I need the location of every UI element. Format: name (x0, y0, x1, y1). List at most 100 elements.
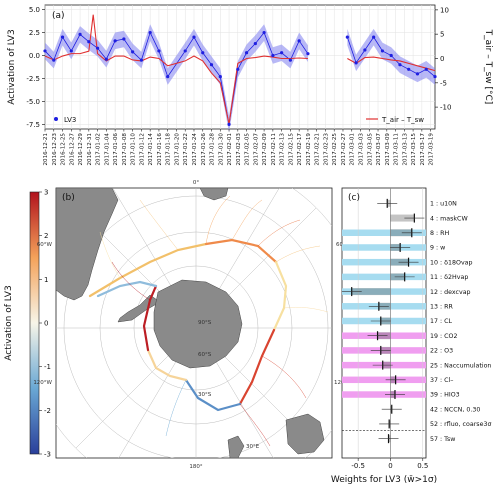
colorbar-tick-label-0: -3 (44, 451, 51, 459)
highlight-row-12 (342, 376, 426, 384)
panel-c-x-ticks: -0.5 0 0.5 (351, 458, 428, 470)
category-label-12: 37 : Cl– (430, 377, 453, 384)
colorbar-tick-label-2: -1 (44, 363, 51, 371)
highlight-row-13 (342, 391, 426, 398)
lv3-point (139, 58, 144, 62)
xtick-label-38: 2017-03-07 (376, 133, 382, 166)
panel-c-grid (342, 188, 426, 458)
panel-a-x-ticks: 2016-12-21 2016-12-23 2016-12-25 2016-12-27… (43, 129, 435, 166)
xtick-label-1: 2016-12-23 (52, 133, 58, 166)
category-label-14: 42 : NCCN, 0.30 (430, 406, 480, 413)
lat-label-30s: 30°S (198, 392, 212, 398)
category-label-3: 9 : w (430, 245, 445, 252)
xtick-label-35: 2017-03-01 (350, 133, 356, 166)
colorbar-ticks: -3 -2 -1 0 1 2 3 (39, 189, 51, 459)
category-label-0: 1 : u10N (430, 201, 457, 208)
xtick-label-26: 2017-02-11 (271, 133, 277, 166)
tdiff-seg-1 (347, 56, 436, 72)
y2tick-label-2: 0 (440, 55, 444, 63)
lon-label-0: 0° (193, 180, 199, 186)
xtick-label-32: 2017-02-23 (323, 133, 329, 166)
xtick-label-44: 2017-03-19 (429, 133, 435, 166)
ship-track (88, 238, 288, 412)
xtick-label-14: 2017-01-18 (166, 133, 172, 166)
lv3-band-seg-0 (45, 24, 308, 133)
pc-xtick-label-1: 0 (388, 462, 392, 470)
xtick-label-3: 2016-12-27 (69, 133, 75, 166)
y2tick-label-0: -10 (440, 104, 451, 112)
panel-c-xlabel: Weights for LV3 (w̄>1σ) (331, 475, 437, 485)
lv3-point (306, 52, 310, 56)
lv3-point (424, 67, 428, 71)
ytick-label-5: 5.0 (29, 6, 40, 14)
lv3-point (236, 67, 240, 71)
legend-lv3-label: LV3 (64, 116, 76, 124)
lv3-point (227, 122, 231, 127)
xtick-label-18: 2017-01-26 (201, 133, 207, 166)
lv3-point (43, 49, 47, 53)
category-label-10: 22 : O3 (430, 348, 453, 355)
panel-b-label: (b) (62, 193, 75, 203)
xtick-label-28: 2017-02-15 (288, 133, 294, 166)
lv3-point (218, 75, 222, 79)
colorbar-label: Activation of LV3 (4, 285, 14, 360)
lv3-point (363, 48, 367, 52)
legend-tdiff: T_air – T_sw (366, 116, 424, 124)
xtick-label-34: 2017-02-27 (341, 133, 347, 166)
weight-bar-1 (390, 214, 415, 222)
lv3-point (253, 41, 257, 46)
lv3-point (380, 49, 385, 53)
lv3-point (415, 72, 420, 76)
panel-a-ylabel: Activation of LV3 (7, 29, 17, 104)
lv3-point (271, 53, 275, 58)
xtick-label-19: 2017-01-28 (210, 133, 216, 166)
colorbar-tick-label-5: 2 (44, 232, 48, 240)
lv3-point (288, 58, 292, 62)
lv3-point (345, 35, 349, 39)
weight-bar-6 (351, 288, 391, 296)
xtick-label-9: 2017-01-08 (122, 133, 128, 166)
lv3-point (104, 57, 108, 61)
xtick-label-41: 2017-03-13 (402, 133, 408, 166)
lon-label-120w: 120°W (33, 380, 52, 386)
panel-a-right-ticks: -10 -5 0 5 10 (435, 6, 451, 112)
lv3-point (354, 61, 358, 65)
category-label-8: 17 : CL (430, 318, 453, 325)
tdiff-seg-0 (44, 14, 308, 125)
lv3-points (43, 30, 437, 127)
lv3-point (87, 40, 91, 44)
xtick-label-42: 2017-03-15 (411, 133, 417, 166)
colorbar-tick-label-3: 0 (44, 320, 48, 328)
weight-bar-2 (390, 229, 412, 237)
xtick-label-31: 2017-02-21 (315, 133, 321, 166)
xtick-label-43: 2017-03-17 (420, 133, 426, 166)
xtick-label-29: 2017-02-17 (297, 133, 303, 166)
lv3-point (389, 53, 393, 58)
lv3-point (60, 35, 65, 39)
xtick-label-22: 2017-02-03 (236, 133, 242, 166)
xtick-label-17: 2017-01-24 (192, 133, 198, 166)
panel-a: -7.5 -5.0 -2.5 0.0 2.5 5.0 -10 -5 0 5 10 2016-12-… (7, 4, 493, 166)
pc-xtick-label-0: -0.5 (351, 462, 365, 470)
category-label-16: 57 : Tsw (430, 436, 455, 443)
xtick-label-25: 2017-02-09 (262, 133, 268, 166)
colorbar (29, 191, 40, 455)
lv3-point (166, 75, 170, 79)
xtick-label-21: 2017-02-01 (227, 133, 233, 166)
y2tick-label-4: 10 (440, 6, 449, 14)
ytick-label-0: -7.5 (26, 121, 40, 129)
highlight-row-2 (342, 229, 426, 236)
lv3-point (398, 63, 402, 67)
lv3-point (52, 58, 56, 62)
xtick-label-20: 2017-01-30 (218, 133, 224, 166)
xtick-label-10: 2017-01-10 (131, 133, 137, 166)
xtick-label-5: 2016-12-31 (87, 133, 93, 166)
lv3-point (244, 51, 249, 55)
y2tick-label-1: -5 (440, 79, 447, 87)
lv3-point (433, 75, 437, 79)
panel-a-label: (a) (52, 11, 65, 21)
lon-label-180: 180° (189, 464, 202, 470)
lv3-point (209, 63, 214, 67)
category-label-6: 12 : dexcvap (430, 289, 471, 296)
highlight-row-5 (342, 273, 426, 281)
